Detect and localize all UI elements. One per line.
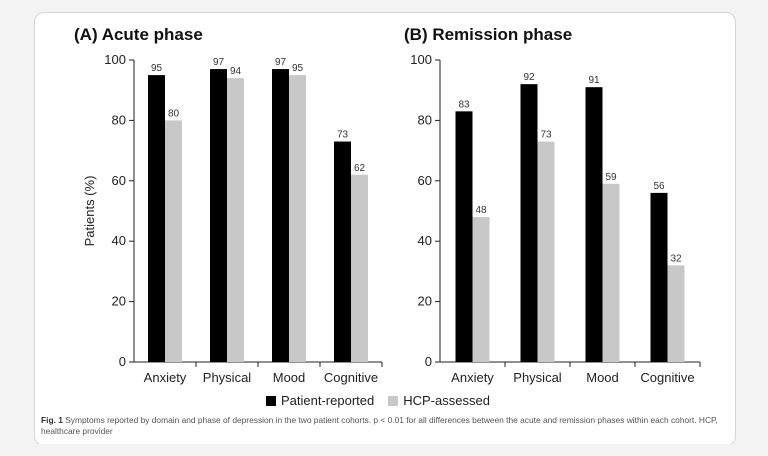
bar-acute-patient-reported	[210, 69, 227, 362]
panel-title-acute: (A) Acute phase	[74, 25, 203, 44]
legend-swatch-patient-reported	[266, 395, 276, 406]
y-tick-label-acute: 60	[112, 173, 126, 188]
legend-item-patient-reported: Patient-reported	[266, 393, 374, 408]
bar-acute-hcp-assessed	[165, 120, 182, 363]
data-label-remission-patient-reported: 83	[458, 99, 470, 110]
data-label-acute-patient-reported: 73	[337, 130, 349, 141]
data-label-acute-patient-reported: 97	[275, 57, 287, 68]
data-label-remission-patient-reported: 91	[588, 75, 600, 86]
data-label-acute-hcp-assessed: 62	[354, 163, 366, 174]
data-label-remission-patient-reported: 92	[523, 72, 535, 83]
data-label-acute-hcp-assessed: 80	[168, 108, 180, 119]
y-tick-label-acute: 100	[104, 52, 126, 67]
category-label-acute: Mood	[273, 370, 306, 385]
bar-acute-hcp-assessed	[289, 75, 306, 362]
data-label-remission-patient-reported: 56	[653, 181, 665, 192]
y-tick-label-remission: 20	[418, 294, 432, 309]
legend: Patient-reported HCP-assessed	[266, 393, 490, 408]
legend-item-hcp-assessed: HCP-assessed	[388, 393, 490, 408]
y-tick-label-remission: 0	[425, 354, 432, 369]
category-label-remission: Anxiety	[451, 370, 494, 385]
y-tick-label-remission: 80	[418, 112, 432, 127]
y-tick-label-acute: 20	[112, 294, 126, 309]
panel-title-remission: (B) Remission phase	[404, 25, 572, 44]
category-label-remission: Physical	[513, 370, 562, 385]
caption-text: Symptoms reported by domain and phase of…	[41, 415, 718, 436]
bar-remission-patient-reported	[650, 192, 668, 362]
bar-remission-patient-reported	[585, 87, 603, 363]
category-label-remission: Cognitive	[640, 370, 694, 385]
bar-remission-hcp-assessed	[667, 265, 685, 362]
data-label-acute-hcp-assessed: 95	[292, 63, 304, 74]
data-label-remission-hcp-assessed: 73	[540, 130, 552, 141]
category-label-remission: Mood	[586, 370, 619, 385]
y-tick-label-remission: 40	[418, 233, 432, 248]
bar-acute-patient-reported	[148, 75, 165, 362]
bar-acute-hcp-assessed	[227, 78, 244, 363]
category-label-acute: Physical	[203, 370, 252, 385]
bar-remission-hcp-assessed	[537, 141, 555, 362]
legend-label-hcp-assessed: HCP-assessed	[403, 393, 490, 408]
y-tick-label-acute: 40	[112, 233, 126, 248]
bar-remission-hcp-assessed	[472, 217, 490, 362]
category-label-acute: Anxiety	[144, 370, 187, 385]
data-label-remission-hcp-assessed: 32	[670, 253, 682, 264]
y-tick-label-remission: 60	[418, 173, 432, 188]
category-label-acute: Cognitive	[324, 370, 378, 385]
bar-acute-hcp-assessed	[351, 174, 368, 362]
bar-acute-patient-reported	[272, 69, 289, 362]
bar-acute-patient-reported	[334, 141, 351, 362]
y-tick-label-acute: 80	[112, 112, 126, 127]
page-bottom-strip	[0, 444, 768, 456]
data-label-remission-hcp-assessed: 48	[475, 205, 487, 216]
legend-swatch-hcp-assessed	[388, 395, 399, 406]
legend-label-patient-reported: Patient-reported	[281, 393, 375, 408]
figure-caption: Fig. 1 Symptoms reported by domain and p…	[41, 415, 731, 437]
data-label-remission-hcp-assessed: 59	[605, 172, 617, 183]
bar-remission-hcp-assessed	[602, 183, 620, 362]
bar-remission-patient-reported	[455, 111, 473, 362]
data-label-acute-patient-reported: 95	[151, 63, 163, 74]
data-label-acute-hcp-assessed: 94	[230, 66, 242, 77]
y-tick-label-acute: 0	[119, 354, 126, 369]
y-axis-label-acute: Patients (%)	[82, 176, 97, 247]
caption-label: Fig. 1	[41, 415, 63, 425]
data-label-acute-patient-reported: 97	[213, 57, 225, 68]
y-tick-label-remission: 100	[410, 52, 432, 67]
bar-remission-patient-reported	[520, 84, 538, 362]
